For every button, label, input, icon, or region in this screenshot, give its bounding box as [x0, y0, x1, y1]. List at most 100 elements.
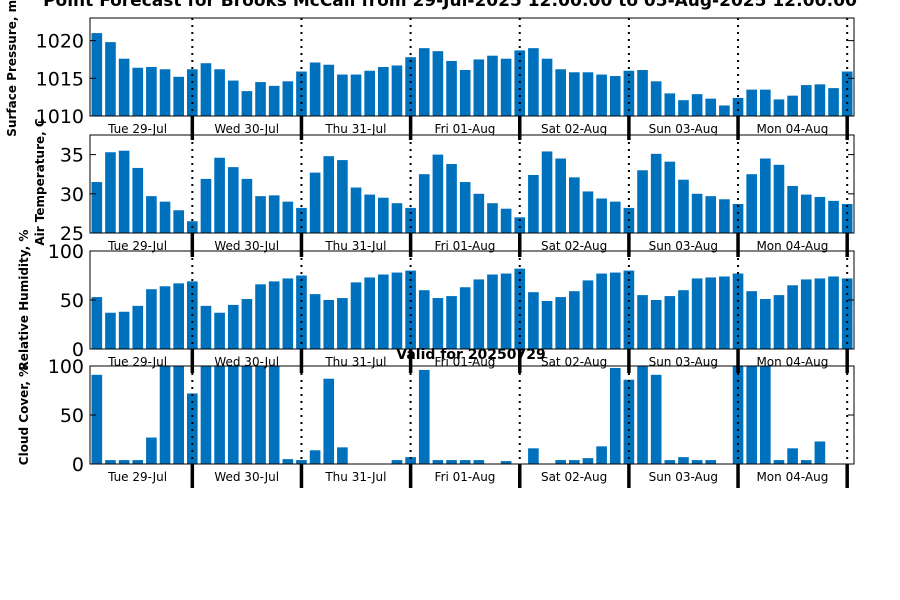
relative-humidity-bar	[555, 297, 566, 349]
surface-pressure-bar	[418, 48, 430, 116]
cloud-cover-bar	[296, 460, 307, 464]
surface-pressure-x-tick-label: Thu 31-Jul	[324, 122, 386, 136]
surface-pressure-bar	[391, 65, 403, 116]
surface-pressure-panel: 1010 1015 1020 Surface Pressure, mb Tue 29-J…	[5, 0, 855, 140]
relative-humidity-bar	[596, 273, 607, 349]
relative-humidity-bar	[309, 294, 321, 349]
relative-humidity-bar	[159, 286, 171, 349]
cloud-cover-bar	[787, 448, 798, 464]
surface-pressure-y-tick-label: 1015	[36, 68, 84, 90]
relative-humidity-bar	[746, 291, 757, 349]
cloud-cover-bar	[691, 460, 703, 464]
relative-humidity-bar	[841, 278, 853, 349]
air-temperature-bar	[200, 178, 212, 233]
surface-pressure-bar	[459, 70, 471, 116]
air-temperature-bar	[841, 203, 853, 233]
surface-pressure-x-tick-label: Fri 01-Aug	[435, 122, 496, 136]
cloud-cover-bar	[214, 366, 225, 464]
surface-pressure-bar	[787, 95, 798, 116]
surface-pressure-bar	[732, 97, 744, 116]
surface-pressure-bar	[282, 81, 294, 116]
air-temperature-bar	[691, 193, 703, 233]
relative-humidity-bar	[650, 300, 662, 349]
relative-humidity-bar	[296, 275, 307, 349]
relative-humidity-bar	[800, 279, 812, 349]
cloud-cover-bar	[650, 374, 662, 464]
relative-humidity-x-tick-label: Sat 02-Aug	[541, 355, 607, 369]
air-temperature-bar	[596, 198, 607, 233]
relative-humidity-bar	[678, 290, 689, 349]
relative-humidity-bar	[500, 273, 512, 349]
cloud-cover-bar	[609, 367, 621, 464]
cloud-cover-bar	[418, 369, 430, 464]
cloud-cover-bar	[528, 448, 539, 464]
relative-humidity-bar	[337, 298, 348, 349]
air-temperature-bar	[459, 182, 471, 233]
cloud-cover-bar	[337, 447, 348, 464]
air-temperature-bar	[214, 157, 225, 233]
relative-humidity-bar	[528, 292, 539, 349]
air-temperature-bar	[514, 217, 526, 233]
relative-humidity-bar	[760, 299, 771, 349]
cloud-cover-bar	[405, 457, 416, 464]
relative-humidity-bar	[623, 270, 635, 349]
air-temperature-bar	[555, 158, 566, 233]
air-temperature-bar	[473, 193, 485, 233]
air-temperature-bar	[541, 151, 553, 233]
cloud-cover-bar	[187, 393, 198, 464]
surface-pressure-x-tick-label: Sun 03-Aug	[649, 122, 718, 136]
surface-pressure-bar	[487, 55, 498, 116]
relative-humidity-x-tick-label: Tue 29-Jul	[107, 355, 167, 369]
relative-humidity-bar	[473, 279, 485, 349]
relative-humidity-bar	[132, 305, 144, 349]
relative-humidity-bar	[487, 274, 498, 349]
relative-humidity-bar	[705, 277, 717, 349]
surface-pressure-bar	[432, 51, 444, 116]
surface-pressure-bar	[814, 84, 826, 116]
air-temperature-bar	[309, 172, 321, 233]
air-temperature-bar	[705, 196, 717, 233]
relative-humidity-bar	[323, 300, 335, 349]
air-temperature-bar	[227, 167, 239, 233]
relative-humidity-bar	[173, 283, 184, 349]
air-temperature-bar	[337, 160, 348, 233]
air-temperature-y-tick-label: 35	[60, 145, 84, 167]
relative-humidity-y-tick-label: 0	[72, 339, 84, 361]
surface-pressure-bar	[596, 74, 607, 116]
cloud-cover-bar	[705, 460, 717, 464]
cloud-cover-bar	[555, 460, 566, 464]
surface-pressure-bar	[91, 33, 103, 116]
surface-pressure-bar	[828, 88, 839, 116]
relative-humidity-bar	[637, 295, 648, 349]
relative-humidity-x-tick-label: Mon 04-Aug	[756, 355, 828, 369]
relative-humidity-panel: 0 50 100 Relative Humidity, % Tue 29-Jul Wed …	[17, 230, 855, 373]
relative-humidity-bar	[541, 300, 553, 349]
relative-humidity-bar	[105, 312, 116, 349]
air-temperature-bar	[91, 182, 103, 233]
relative-humidity-bar	[405, 270, 416, 349]
surface-pressure-y-tick-label: 1020	[36, 31, 84, 53]
surface-pressure-bar	[637, 70, 648, 116]
relative-humidity-x-tick-label: Sun 03-Aug	[649, 355, 718, 369]
surface-pressure-bar	[268, 85, 280, 116]
relative-humidity-bar	[773, 295, 785, 349]
air-temperature-y-tick-label: 25	[60, 223, 84, 245]
surface-pressure-bar	[255, 82, 266, 116]
surface-pressure-x-tick-label: Tue 29-Jul	[107, 122, 167, 136]
cloud-cover-bar	[91, 374, 103, 464]
air-temperature-bar	[582, 191, 594, 233]
surface-pressure-bar	[678, 100, 689, 116]
relative-humidity-y-tick-label: 100	[48, 241, 84, 263]
cloud-cover-bar	[282, 459, 294, 464]
cloud-cover-y-tick-label: 0	[72, 454, 84, 476]
air-temperature-bar	[173, 210, 184, 233]
cloud-cover-bar	[159, 366, 171, 464]
cloud-cover-bar	[664, 460, 676, 464]
air-temperature-y-axis-label: Air Temperature, C	[33, 118, 47, 246]
air-temperature-bar	[719, 199, 730, 233]
air-temperature-bar	[487, 203, 498, 233]
air-temperature-bar	[255, 196, 266, 233]
cloud-cover-bar	[637, 366, 648, 464]
air-temperature-bar	[664, 161, 676, 233]
cloud-cover-bar	[432, 460, 444, 464]
